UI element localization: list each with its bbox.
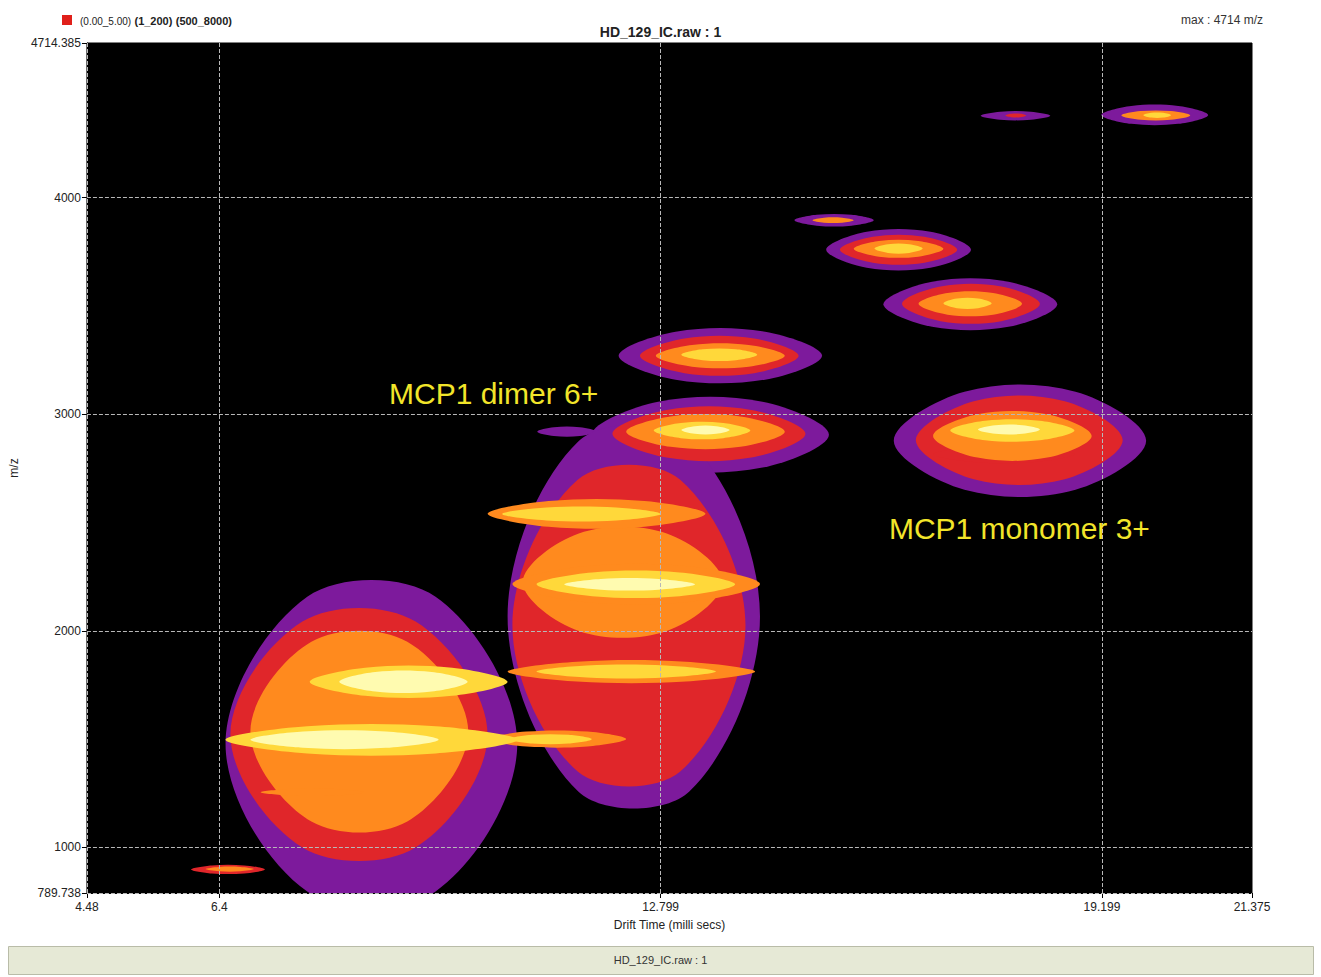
svg-text:2000: 2000 [54, 624, 81, 638]
svg-text:789.738: 789.738 [38, 886, 82, 900]
svg-text:21.375: 21.375 [1234, 900, 1271, 914]
svg-text:m/z: m/z [7, 458, 21, 477]
svg-text:MCP1 monomer 3+: MCP1 monomer 3+ [889, 512, 1150, 545]
svg-text:(0.00_5.00): (0.00_5.00) [80, 16, 131, 27]
svg-text:3000: 3000 [54, 407, 81, 421]
svg-text:(1_200): (1_200) [134, 15, 172, 27]
svg-text:Drift Time (milli secs): Drift Time (milli secs) [614, 918, 725, 932]
svg-text:MCP1 dimer 6+: MCP1 dimer 6+ [389, 377, 598, 410]
svg-text:1000: 1000 [54, 840, 81, 854]
svg-text:6.4: 6.4 [211, 900, 228, 914]
svg-text:4714.385: 4714.385 [31, 36, 81, 50]
svg-text:4000: 4000 [54, 191, 81, 205]
svg-text:12.799: 12.799 [642, 900, 679, 914]
svg-text:19.199: 19.199 [1084, 900, 1121, 914]
svg-text:(500_8000): (500_8000) [176, 15, 233, 27]
svg-text:4.48: 4.48 [75, 900, 99, 914]
svg-text:max : 4714 m/z: max : 4714 m/z [1181, 13, 1263, 27]
svg-text:HD_129_IC.raw : 1: HD_129_IC.raw : 1 [614, 954, 708, 966]
svg-text:HD_129_IC.raw : 1: HD_129_IC.raw : 1 [600, 24, 722, 40]
